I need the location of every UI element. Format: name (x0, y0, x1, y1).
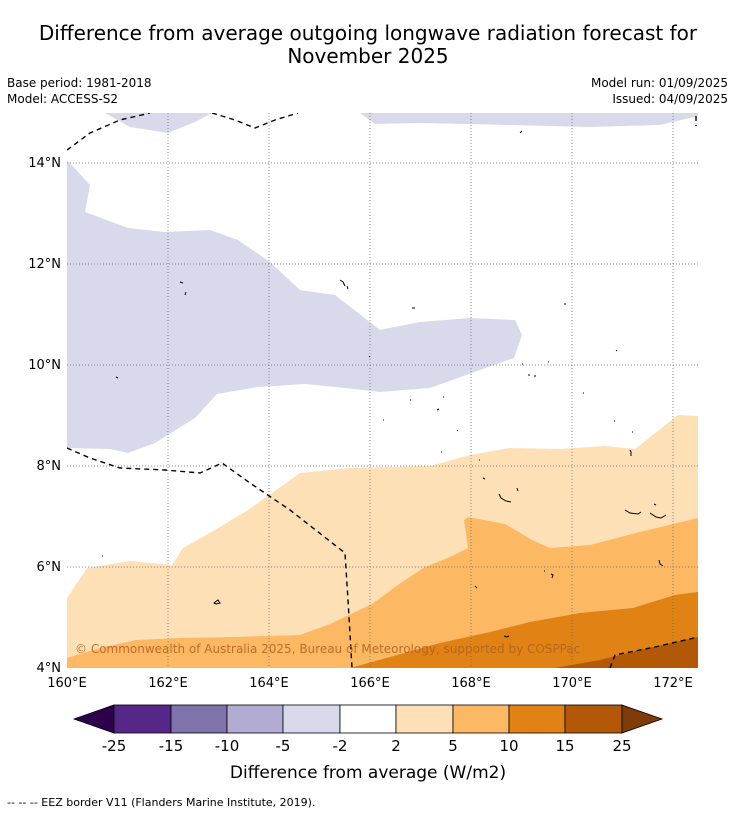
colorbar-title: Difference from average (W/m2) (230, 763, 506, 783)
colorbar-tick-label: 5 (448, 737, 458, 755)
issued-text: Issued: 04/09/2025 (612, 92, 728, 106)
colorbar: -25 -15 -10 -5 -2 2 5 10 15 25 Differenc… (72, 704, 664, 783)
metadata-left: Base period: 1981-2018 Model: ACCESS-S2 (7, 75, 152, 107)
lat-tick-label: 8°N (37, 459, 62, 474)
model-text: Model: ACCESS-S2 (7, 92, 119, 106)
lon-tick-label: 164°E (249, 676, 289, 691)
base-period-text: Base period: 1981-2018 (7, 76, 152, 90)
colorbar-swatch (170, 704, 228, 734)
colorbar-swatch (395, 704, 454, 734)
colorbar-high-extension (621, 704, 664, 734)
colorbar-tick-label: -10 (215, 737, 240, 755)
eez-borders (67, 113, 698, 668)
positive-anomaly-10-15-region (350, 592, 698, 668)
colorbar-tick-label: -2 (333, 737, 348, 755)
positive-anomaly-15-25-region (555, 637, 698, 668)
map-title: Difference from average outgoing longwav… (0, 22, 736, 68)
colorbar-tick-label: 2 (391, 737, 401, 755)
lon-tick-label: 168°E (451, 676, 491, 691)
axis-labels: 160°E 162°E 164°E 166°E 168°E 170°E 172°… (28, 156, 693, 691)
lat-tick-label: 12°N (28, 257, 61, 272)
negative-anomaly-region-northeast (360, 113, 698, 127)
colorbar-tick-label: -15 (159, 737, 184, 755)
colorbar-tick-label: -5 (276, 737, 291, 755)
colorbar-tick-label: -25 (102, 737, 127, 755)
graticule (67, 113, 698, 668)
lat-tick-label: 4°N (37, 661, 62, 676)
colorbar-tick-label: 15 (555, 737, 574, 755)
colorbar-swatch (452, 704, 510, 734)
lat-tick-label: 6°N (37, 560, 62, 575)
negative-anomaly-region-north (105, 113, 212, 133)
colorbar-low-extension (72, 704, 115, 734)
lon-tick-label: 170°E (552, 676, 592, 691)
colorbar-tick-label: 25 (612, 737, 631, 755)
copyright-text: © Commonwealth of Australia 2025, Bureau… (75, 642, 580, 656)
colorbar-swatch (339, 704, 397, 734)
negative-anomaly-region-main (67, 160, 522, 453)
eez-footer-note: -- -- -- EEZ border V11 (Flanders Marine… (7, 796, 316, 809)
metadata-right: Model run: 01/09/2025 Issued: 04/09/2025 (591, 75, 728, 107)
islands (102, 130, 667, 638)
title-line-2: November 2025 (287, 44, 449, 68)
map-plot-area: © Commonwealth of Australia 2025, Bureau… (67, 113, 698, 668)
colorbar-swatch (508, 704, 566, 734)
colorbar-tick-label: 10 (499, 737, 518, 755)
colorbar-swatch (282, 704, 341, 734)
title-line-1: Difference from average outgoing longwav… (38, 21, 698, 45)
lat-tick-label: 10°N (28, 358, 61, 373)
forecast-map: © Commonwealth of Australia 2025, Bureau… (28, 113, 698, 783)
colorbar-swatch (226, 704, 284, 734)
model-run-text: Model run: 01/09/2025 (590, 76, 728, 90)
lat-tick-label: 14°N (28, 156, 61, 171)
colorbar-swatch (113, 704, 172, 734)
lon-tick-label: 166°E (350, 676, 390, 691)
lon-tick-label: 162°E (148, 676, 188, 691)
lon-tick-label: 172°E (653, 676, 693, 691)
lon-tick-label: 160°E (47, 676, 87, 691)
colorbar-swatch (564, 704, 623, 734)
